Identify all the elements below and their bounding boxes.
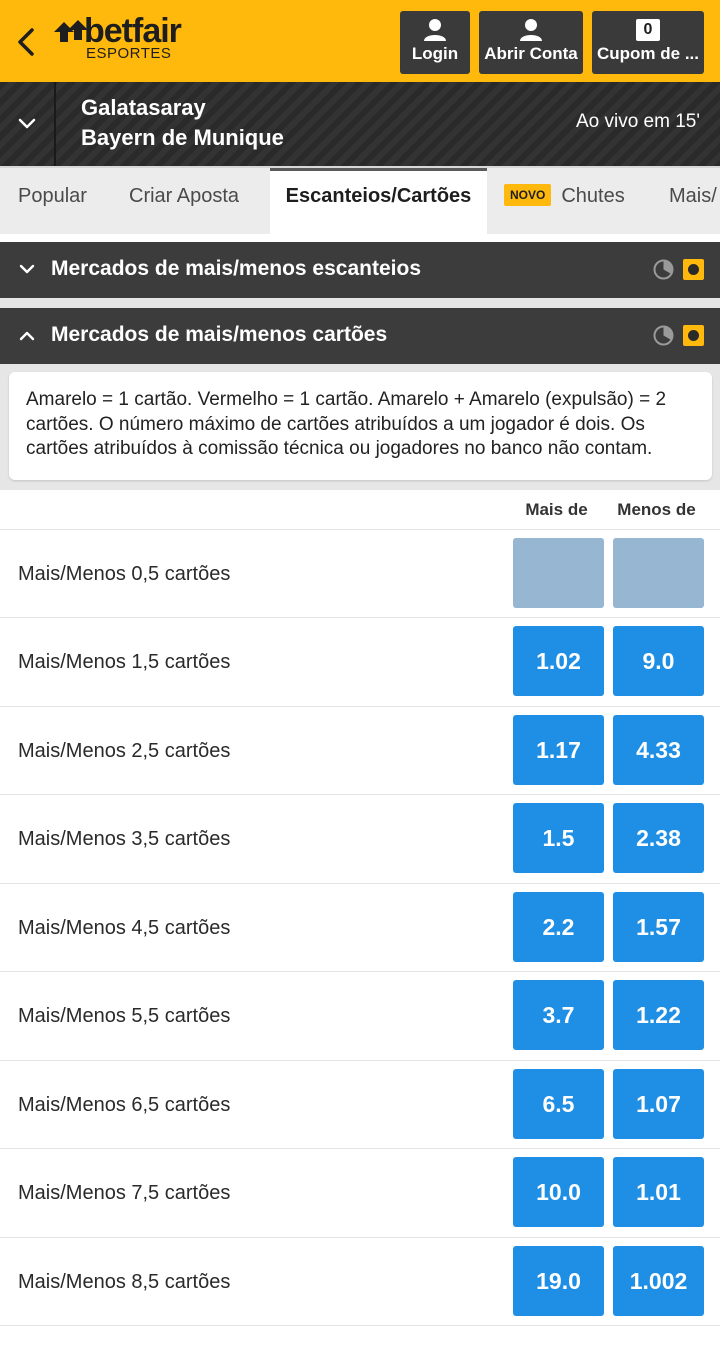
open-account-label: Abrir Conta	[484, 44, 578, 63]
odds-over-button[interactable]: 6.5	[513, 1068, 604, 1139]
tab-popular[interactable]: Popular	[18, 185, 87, 207]
brand-name: betfair	[84, 12, 182, 50]
section-corners-header[interactable]: Mercados de mais/menos escanteios	[0, 242, 720, 298]
section-title: Mercados de mais/menos cartões	[51, 323, 388, 346]
user-icon	[520, 19, 542, 41]
betslip-label: Cupom de ...	[597, 44, 699, 63]
market-row: Mais/Menos 2,5 cartões 1.17 4.33	[0, 707, 720, 795]
market-label: Mais/Menos 4,5 cartões	[18, 916, 231, 939]
live-icon	[683, 259, 704, 280]
odds-over-button[interactable]: 2.2	[513, 891, 604, 962]
market-row: Mais/Menos 0,5 cartões	[0, 530, 720, 618]
odds-under-button[interactable]: 1.002	[613, 1245, 704, 1316]
odds-over-button[interactable]: 3.7	[513, 980, 604, 1050]
tab-chutes[interactable]: NOVO Chutes	[504, 168, 625, 234]
market-label: Mais/Menos 1,5 cartões	[18, 651, 231, 673]
market-row: Mais/Menos 3,5 cartões 1.5 2.38	[0, 795, 720, 884]
odds-over-button[interactable]: 19.0	[513, 1245, 604, 1316]
odds-over-button	[513, 537, 604, 608]
betslip-button[interactable]: 0 Cupom de ...	[592, 11, 704, 74]
timer-icon	[653, 259, 674, 280]
login-button[interactable]: Login	[400, 11, 470, 74]
odds-over-button[interactable]: 1.02	[513, 626, 604, 696]
odds-under-button[interactable]: 1.07	[613, 1068, 704, 1139]
market-tabs: Popular Criar Aposta Escanteios/Cartões …	[0, 166, 720, 234]
away-team-name: Bayern de Munique	[81, 125, 284, 150]
market-label: Mais/Menos 3,5 cartões	[18, 828, 231, 850]
tab-criar-aposta[interactable]: Criar Aposta	[129, 185, 240, 207]
betfair-logo[interactable]: betfair ESPORTES	[54, 12, 204, 64]
event-header: Galatasaray Bayern de Munique Ao vivo em…	[0, 82, 720, 166]
timer-icon	[653, 325, 674, 346]
chevron-down-icon	[19, 264, 35, 274]
odds-under-button[interactable]: 4.33	[613, 714, 704, 785]
chevron-down-icon[interactable]	[16, 114, 38, 134]
brand-subtitle: ESPORTES	[86, 45, 172, 62]
tab-chutes-label: Chutes	[561, 185, 625, 207]
back-arrow-icon[interactable]	[12, 24, 40, 60]
odds-under-button[interactable]: 1.57	[613, 891, 704, 962]
new-badge: NOVO	[504, 184, 552, 206]
open-account-button[interactable]: Abrir Conta	[479, 11, 583, 74]
odds-under-button	[613, 537, 704, 608]
odds-over-button[interactable]: 1.5	[513, 803, 604, 873]
odds-over-button[interactable]: 10.0	[513, 1157, 604, 1227]
tab-escanteios-cartoes[interactable]: Escanteios/Cartões	[270, 168, 487, 234]
odds-under-button[interactable]: 9.0	[613, 626, 704, 696]
divider	[54, 82, 56, 166]
betfair-arrow-logo-icon	[54, 20, 88, 42]
odds-column-headers: Mais de Menos de	[0, 490, 720, 530]
top-header: betfair ESPORTES Login Abrir Conta 0 Cup…	[0, 0, 720, 82]
market-label: Mais/Menos 2,5 cartões	[18, 739, 231, 762]
rules-container: Amarelo = 1 cartão. Vermelho = 1 cartão.…	[0, 364, 720, 490]
odds-under-button[interactable]: 1.01	[613, 1157, 704, 1227]
user-icon	[424, 19, 446, 41]
market-row: Mais/Menos 4,5 cartões 2.2 1.57	[0, 884, 720, 972]
home-team-name: Galatasaray	[81, 95, 206, 120]
section-cards-header[interactable]: Mercados de mais/menos cartões	[0, 308, 720, 364]
login-label: Login	[411, 44, 459, 63]
odds-under-button[interactable]: 1.22	[613, 980, 704, 1050]
markets-list: Mais/Menos 0,5 cartões Mais/Menos 1,5 ca…	[0, 530, 720, 1326]
market-label: Mais/Menos 8,5 cartões	[18, 1270, 231, 1293]
odds-under-button[interactable]: 2.38	[613, 803, 704, 873]
market-row: Mais/Menos 6,5 cartões 6.5 1.07	[0, 1061, 720, 1149]
market-label: Mais/Menos 7,5 cartões	[18, 1182, 231, 1204]
section-title: Mercados de mais/menos escanteios	[51, 257, 421, 280]
market-label: Mais/Menos 5,5 cartões	[18, 1005, 231, 1027]
market-row: Mais/Menos 8,5 cartões 19.0 1.002	[0, 1238, 720, 1326]
live-icon	[683, 325, 704, 346]
odds-over-button[interactable]: 1.17	[513, 714, 604, 785]
chevron-up-icon	[19, 331, 35, 341]
market-label: Mais/Menos 6,5 cartões	[18, 1093, 231, 1116]
rules-text: Amarelo = 1 cartão. Vermelho = 1 cartão.…	[9, 372, 712, 480]
market-row: Mais/Menos 5,5 cartões 3.7 1.22	[0, 972, 720, 1061]
column-header-over: Mais de	[525, 499, 588, 519]
market-label: Mais/Menos 0,5 cartões	[18, 562, 231, 585]
column-header-under: Menos de	[617, 499, 696, 519]
divider	[0, 298, 720, 308]
market-row: Mais/Menos 7,5 cartões 10.0 1.01	[0, 1149, 720, 1238]
live-status-text: Ao vivo em 15'	[575, 111, 700, 132]
market-row: Mais/Menos 1,5 cartões 1.02 9.0	[0, 618, 720, 707]
betslip-count-badge: 0	[636, 19, 660, 41]
tab-mais[interactable]: Mais/	[669, 185, 717, 207]
